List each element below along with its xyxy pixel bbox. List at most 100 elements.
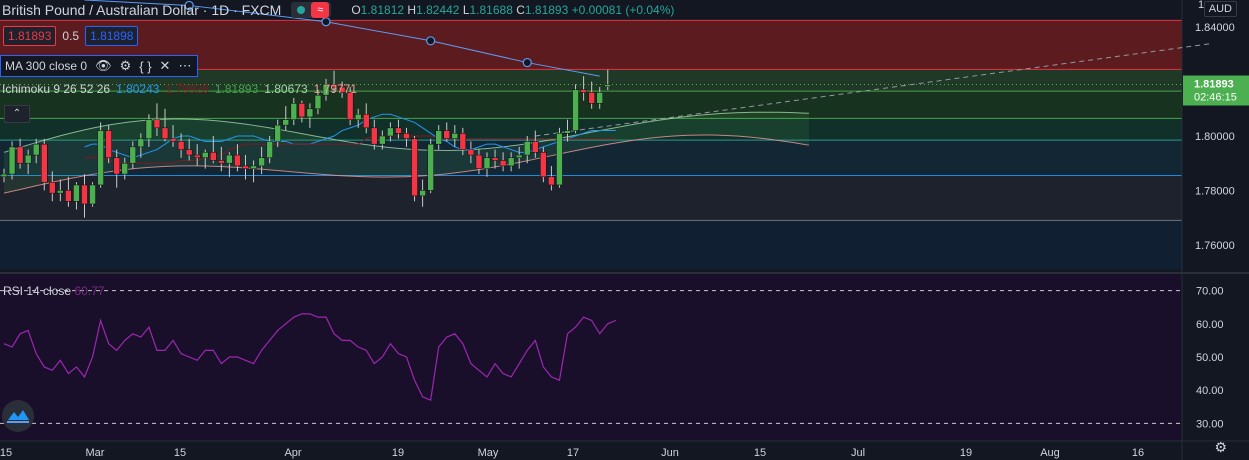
candle-body <box>403 133 410 139</box>
candle-body <box>169 138 177 142</box>
candle-body <box>572 89 579 131</box>
candle-body <box>363 113 370 129</box>
candle-body <box>129 146 137 164</box>
ichimoku-value: 1.80673 <box>264 82 308 96</box>
candle-body <box>435 130 442 145</box>
candle-body <box>330 84 338 88</box>
ichimoku-value: 1.79771 <box>313 82 358 96</box>
candle-body <box>234 154 241 167</box>
candle-body <box>185 149 193 156</box>
candle-body <box>604 84 611 88</box>
candle-body <box>532 141 539 153</box>
settings-gear-icon[interactable]: ⚙ <box>1214 439 1227 455</box>
candle-body <box>210 152 217 161</box>
time-axis-label: 19 <box>392 447 404 459</box>
candles <box>0 69 611 218</box>
time-axis-label: May <box>478 447 499 459</box>
candle-body <box>467 149 475 156</box>
sell-button[interactable]: 1.81893 <box>3 26 57 46</box>
current-price-label: 1.81893 <box>1194 79 1234 91</box>
candle-body <box>250 165 257 169</box>
rsi-axis-label: 40.00 <box>1196 385 1224 397</box>
currency-button[interactable]: AUD <box>1203 1 1237 17</box>
price-axis-label: 1.80000 <box>1195 131 1235 143</box>
close-icon[interactable]: ✕ <box>159 58 171 73</box>
eye-icon[interactable]: 👁 <box>95 58 112 73</box>
candle-body <box>274 124 281 142</box>
rsi-axis-label: 70.00 <box>1196 286 1224 298</box>
time-axis-label: Jun <box>661 447 679 459</box>
time-axis-label: 17 <box>567 447 579 459</box>
ichimoku-cloud <box>3 111 810 194</box>
candle-body <box>427 143 434 191</box>
candle-body <box>556 133 563 186</box>
rsi-line <box>3 313 617 402</box>
candle-body <box>105 130 112 159</box>
candle-body <box>596 92 603 104</box>
close-value: 1.81893 <box>524 3 569 17</box>
current-price-badge <box>1183 75 1249 106</box>
low-label: L <box>462 3 470 17</box>
candle-body <box>451 133 459 139</box>
candle-body <box>475 154 483 169</box>
candle-body <box>97 130 104 186</box>
time-axis-label: Aug <box>1040 447 1060 459</box>
candle-body <box>242 165 249 169</box>
candle-body <box>73 184 80 202</box>
candle-body <box>153 119 161 129</box>
tradingview-logo-icon[interactable] <box>2 400 34 432</box>
time-axis-label: 15 <box>0 447 12 459</box>
candle-body <box>41 143 48 183</box>
candle-body <box>338 86 346 93</box>
time-axis-label: Jul <box>851 447 865 459</box>
candle-body <box>411 138 418 197</box>
candle-body <box>113 157 120 175</box>
ma-anchor-point <box>426 36 436 46</box>
senkou-b-line <box>3 134 810 194</box>
ohlc-values: O1.81812 H1.82442 L1.81688 C1.81893 +0.0… <box>351 3 674 17</box>
candle-body <box>371 127 378 145</box>
price-axis-label: 1.78000 <box>1195 185 1235 197</box>
candle-body <box>346 92 354 120</box>
buy-button[interactable]: 1.81898 <box>85 26 139 46</box>
candle-body <box>193 154 201 159</box>
ichimoku-legend[interactable]: Ichimoku 9 26 52 26 1.80243 1.79926 1.81… <box>2 82 357 96</box>
candle-body <box>507 157 515 167</box>
candle-body <box>580 89 587 93</box>
close-label: C <box>516 3 525 17</box>
market-status-button[interactable]: ≈ <box>291 2 332 18</box>
rsi-label: RSI 14 close <box>3 284 72 298</box>
candle-body <box>137 138 145 148</box>
time-axis-label: 19 <box>960 447 972 459</box>
collapse-legend-button[interactable]: ⌃ <box>4 105 30 123</box>
candle-body <box>121 162 128 175</box>
candle-body <box>314 94 322 110</box>
rsi-legend[interactable]: RSI 14 close 60.77 <box>3 284 104 298</box>
candle-body <box>290 103 298 120</box>
candle-body <box>306 108 314 118</box>
candle-body <box>218 160 225 164</box>
candle-body <box>588 92 595 104</box>
candle-body <box>202 152 209 159</box>
ichimoku-value: 1.80243 <box>116 82 160 96</box>
candle-body <box>24 154 32 164</box>
candle-body <box>491 157 499 161</box>
change-value: +0.00081 (+0.04%) <box>571 3 675 17</box>
time-axis-label: 15 <box>754 447 766 459</box>
ma-legend[interactable]: MA 300 close 0 👁 ⚙ { } ✕ ⋯ <box>0 55 199 77</box>
more-icon[interactable]: ⋯ <box>178 58 192 73</box>
candle-body <box>459 133 467 150</box>
price-axis-label: 1.84000 <box>1195 22 1235 34</box>
candle-body <box>548 176 555 186</box>
high-value: 1.82442 <box>416 3 460 17</box>
candle-body <box>322 84 330 96</box>
ma-anchor-point <box>522 57 532 68</box>
candle-body <box>419 190 426 197</box>
price-axis-label: 1.76000 <box>1195 240 1235 252</box>
rsi-axis-label: 30.00 <box>1196 418 1224 430</box>
braces-icon[interactable]: { } <box>139 58 152 74</box>
senkou-a-line <box>3 111 810 153</box>
candle-body <box>387 127 394 137</box>
gear-icon[interactable]: ⚙ <box>119 58 132 73</box>
